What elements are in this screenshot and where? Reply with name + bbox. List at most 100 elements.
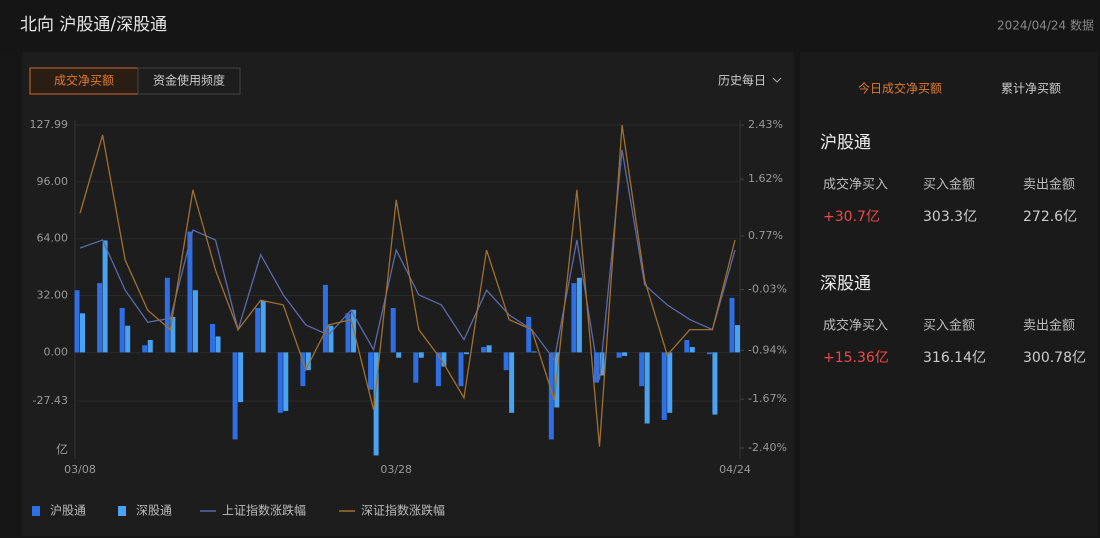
line (79, 124, 736, 447)
bar (729, 297, 735, 353)
y-tick-label: -27.43 (33, 394, 68, 407)
bar (164, 277, 170, 353)
y-tick-label: 0.00 (44, 345, 69, 358)
side-panel (800, 52, 1098, 536)
bar (300, 352, 306, 387)
section-title: 深股通 (820, 274, 871, 294)
bar (80, 313, 85, 353)
value: 303.3亿 (923, 209, 977, 225)
bar (441, 352, 447, 367)
bar (187, 231, 193, 353)
bar (142, 345, 148, 353)
legend-label: 上证指数涨跌幅 (222, 503, 306, 518)
bar (305, 352, 311, 371)
period-select[interactable]: 历史每日 (718, 73, 766, 88)
y-tick-label: 32.00 (37, 289, 69, 302)
bar (571, 283, 577, 353)
bar (396, 352, 402, 358)
tab[interactable]: 成交净买额 (54, 73, 114, 88)
bar (548, 352, 554, 440)
bar (390, 307, 396, 353)
dropdown-icon[interactable] (772, 77, 782, 83)
bar (322, 284, 328, 353)
bar (599, 352, 605, 376)
bar (283, 352, 289, 412)
value: 272.6亿 (1023, 209, 1077, 225)
bar (458, 352, 464, 387)
bar (616, 352, 622, 358)
section-title: 沪股通 (820, 133, 871, 153)
chart: 127.99 96.00 64.00 32.00 0.00 -27.43 2.43% 1.62… (30, 118, 787, 518)
column-header: 卖出金额 (1023, 318, 1075, 334)
bar (125, 325, 131, 353)
bar (509, 352, 515, 413)
bar (192, 290, 198, 353)
bar (661, 352, 667, 420)
bar (418, 352, 424, 358)
bar (689, 347, 695, 353)
bar (435, 352, 441, 387)
x-tick-label: 04/24 (719, 463, 751, 476)
bar (413, 352, 419, 383)
bar (345, 313, 351, 353)
legend-swatch (32, 506, 40, 516)
bar (97, 283, 103, 353)
bar (260, 300, 266, 353)
bar (684, 339, 690, 353)
page-title: 北向 沪股通/深股通 (20, 15, 167, 35)
column-header: 成交净买入 (823, 318, 888, 334)
legend-swatch (118, 506, 126, 516)
bar (210, 323, 216, 353)
y2-tick-label: 1.62% (748, 172, 783, 185)
side-content: 沪股通成交净买入+30.7亿买入金额303.3亿卖出金额272.6亿深股通成交净… (820, 133, 1086, 366)
x-tick-label: 03/08 (64, 463, 96, 476)
chart-panel (22, 52, 794, 536)
bar (373, 352, 379, 456)
tab[interactable]: 资金使用频度 (153, 73, 225, 88)
bar (622, 352, 628, 356)
y2-tick-label: 0.77% (748, 229, 783, 242)
tab-active[interactable] (29, 67, 139, 95)
column-header: 卖出金额 (1023, 177, 1075, 193)
bar (368, 352, 374, 390)
bar (238, 352, 244, 403)
y-tick-label: 64.00 (37, 232, 69, 245)
tab-inactive[interactable] (137, 67, 241, 95)
side-tab[interactable]: 累计净买额 (1001, 82, 1061, 96)
y-unit: 亿 (56, 442, 68, 457)
header-bar (0, 0, 1100, 50)
bar (232, 352, 238, 440)
y2-tick-label: 2.43% (748, 118, 783, 131)
value: +15.36亿 (823, 350, 889, 366)
y2-tick-label: -0.03% (748, 283, 787, 296)
bar (735, 325, 740, 353)
value: +30.7亿 (823, 209, 880, 225)
bar (74, 290, 80, 353)
bar (706, 352, 712, 355)
y2-tick-label: -2.40% (748, 441, 787, 454)
legend-label: 深证指数涨跌幅 (361, 503, 445, 518)
y-tick-label: 127.99 (30, 118, 69, 131)
bar (531, 351, 537, 353)
bar (328, 325, 334, 353)
column-header: 买入金额 (923, 318, 975, 334)
line (79, 149, 736, 380)
y-tick-label: 96.00 (37, 175, 69, 188)
bar (593, 352, 599, 383)
column-header: 买入金额 (923, 177, 975, 193)
bar (576, 277, 582, 353)
bar (170, 316, 176, 353)
y2-tick-label: -1.67% (748, 392, 787, 405)
bar (503, 352, 509, 371)
side-tab[interactable]: 今日成交净买额 (858, 81, 942, 96)
bar (463, 352, 469, 355)
bar (526, 316, 532, 353)
bar (639, 352, 645, 387)
x-tick-label: 03/28 (380, 463, 412, 476)
bar (119, 307, 125, 353)
column-header: 成交净买入 (823, 177, 888, 193)
bar (255, 307, 261, 353)
legend-label: 深股通 (136, 504, 172, 518)
